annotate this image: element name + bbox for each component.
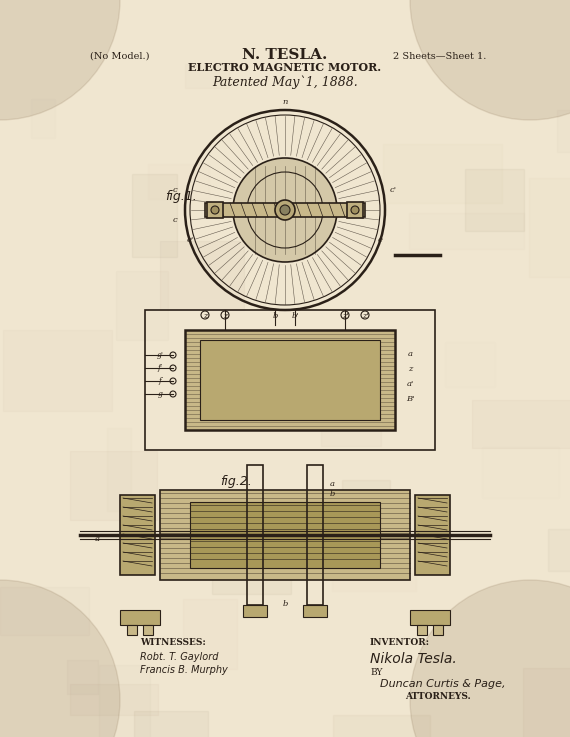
Bar bbox=[307, 465, 323, 605]
Bar bbox=[120, 610, 160, 625]
Bar bbox=[545, 505, 570, 575]
Text: z': z' bbox=[341, 312, 348, 320]
Bar bbox=[247, 465, 263, 605]
Bar bbox=[185, 330, 395, 430]
Circle shape bbox=[280, 205, 290, 215]
Text: f: f bbox=[158, 377, 161, 385]
Text: z: z bbox=[223, 312, 227, 320]
Text: WITNESSES:: WITNESSES: bbox=[140, 638, 206, 647]
Text: b: b bbox=[272, 312, 278, 320]
Text: fig.2.: fig.2. bbox=[220, 475, 252, 488]
Text: e: e bbox=[377, 236, 382, 244]
Text: 2 Sheets—Sheet 1.: 2 Sheets—Sheet 1. bbox=[393, 52, 487, 61]
Text: c: c bbox=[173, 186, 177, 194]
Bar bbox=[160, 490, 410, 580]
Bar bbox=[143, 625, 153, 635]
Bar bbox=[167, 124, 286, 193]
Bar bbox=[121, 642, 197, 719]
Text: g: g bbox=[157, 390, 162, 398]
Bar bbox=[398, 481, 507, 566]
Bar bbox=[229, 166, 296, 240]
Text: a': a' bbox=[406, 380, 414, 388]
Bar bbox=[343, 435, 377, 458]
Text: z: z bbox=[408, 365, 412, 373]
Text: (No Model.): (No Model.) bbox=[90, 52, 150, 61]
Bar bbox=[303, 605, 327, 617]
Bar bbox=[426, 423, 532, 480]
Circle shape bbox=[233, 158, 337, 262]
Text: Duncan Curtis & Page,: Duncan Curtis & Page, bbox=[380, 679, 506, 689]
Bar bbox=[551, 254, 570, 293]
Bar bbox=[88, 582, 112, 669]
Text: z': z' bbox=[362, 312, 368, 320]
Text: b': b' bbox=[291, 312, 299, 320]
Text: BY: BY bbox=[370, 668, 382, 677]
Text: Nikola Tesla.: Nikola Tesla. bbox=[370, 652, 457, 666]
Bar bbox=[415, 495, 450, 575]
Circle shape bbox=[211, 206, 219, 214]
Circle shape bbox=[410, 580, 570, 737]
Text: a: a bbox=[330, 480, 335, 488]
Text: c: c bbox=[173, 216, 177, 224]
Bar bbox=[477, 169, 570, 192]
Bar bbox=[145, 310, 435, 450]
Bar bbox=[127, 625, 137, 635]
Bar bbox=[512, 577, 570, 652]
Text: B: B bbox=[286, 345, 294, 355]
Bar bbox=[122, 556, 205, 654]
Bar bbox=[200, 340, 380, 420]
Text: z: z bbox=[203, 312, 207, 320]
Text: N. TESLA.: N. TESLA. bbox=[242, 48, 328, 62]
Text: a: a bbox=[95, 535, 100, 543]
Bar bbox=[433, 625, 443, 635]
Circle shape bbox=[0, 0, 120, 120]
Text: b: b bbox=[330, 490, 335, 498]
Bar bbox=[163, 641, 222, 677]
Text: n: n bbox=[282, 98, 288, 106]
Bar bbox=[96, 635, 201, 712]
Bar bbox=[173, 27, 207, 46]
Bar bbox=[410, 610, 450, 625]
Bar bbox=[406, 531, 516, 580]
Text: g': g' bbox=[157, 351, 164, 359]
Bar bbox=[190, 502, 380, 568]
Bar bbox=[207, 202, 223, 218]
Bar bbox=[445, 165, 465, 203]
Bar bbox=[290, 380, 336, 421]
Bar bbox=[412, 142, 519, 175]
Bar bbox=[120, 495, 155, 575]
Bar bbox=[243, 605, 267, 617]
Bar bbox=[501, 253, 532, 345]
Bar bbox=[474, 285, 516, 360]
Text: fig.1.: fig.1. bbox=[165, 190, 197, 203]
Bar bbox=[205, 203, 365, 217]
Bar bbox=[275, 23, 360, 122]
Circle shape bbox=[351, 206, 359, 214]
Bar bbox=[270, 200, 353, 274]
Text: b: b bbox=[282, 600, 288, 608]
Text: B': B' bbox=[406, 395, 414, 403]
Text: f': f' bbox=[157, 364, 162, 372]
Text: c': c' bbox=[389, 186, 397, 194]
Circle shape bbox=[275, 200, 295, 220]
Bar bbox=[417, 625, 427, 635]
Bar bbox=[340, 53, 453, 152]
Bar bbox=[347, 202, 363, 218]
Bar bbox=[318, 620, 412, 699]
Circle shape bbox=[410, 0, 570, 120]
Bar bbox=[237, 354, 339, 423]
Text: Patented May`1, 1888.: Patented May`1, 1888. bbox=[212, 75, 358, 88]
Bar bbox=[236, 311, 345, 367]
Bar bbox=[292, 406, 378, 453]
Text: a: a bbox=[408, 350, 413, 358]
Bar bbox=[492, 268, 553, 352]
Text: ATTORNEYS.: ATTORNEYS. bbox=[405, 692, 471, 701]
Circle shape bbox=[0, 580, 120, 737]
Text: e': e' bbox=[186, 236, 194, 244]
Text: INVENTOR:: INVENTOR: bbox=[370, 638, 430, 647]
Bar bbox=[469, 726, 561, 737]
Text: ELECTRO MAGNETIC MOTOR.: ELECTRO MAGNETIC MOTOR. bbox=[189, 62, 381, 73]
Text: Robt. T. Gaylord: Robt. T. Gaylord bbox=[140, 652, 218, 662]
Text: Francis B. Murphy: Francis B. Murphy bbox=[140, 665, 228, 675]
